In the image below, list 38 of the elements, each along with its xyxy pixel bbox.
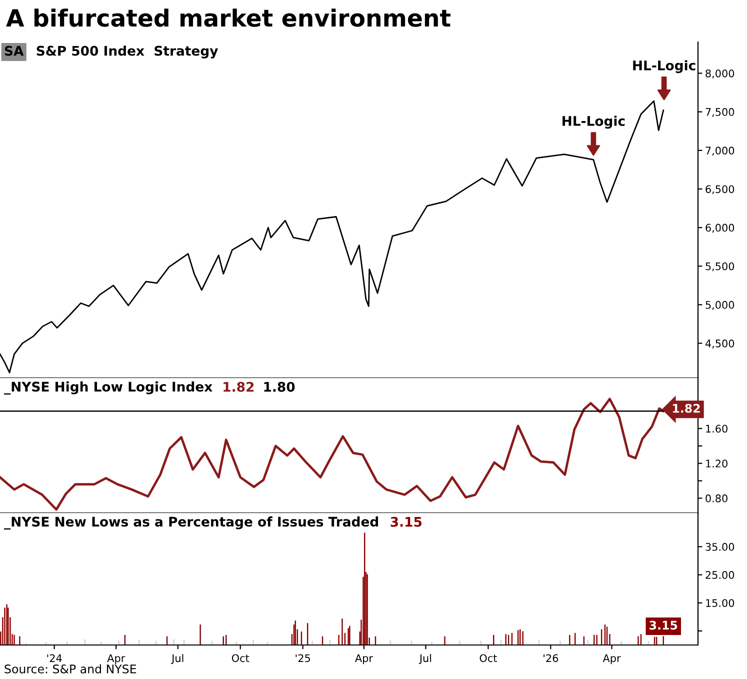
y-tick-label: 15.00 [706, 599, 734, 607]
x-tick-label: Oct [480, 654, 497, 662]
x-tick-label: Oct [232, 654, 250, 662]
y-tick-label: 35.00 [706, 542, 734, 551]
x-tick-label: Apr [107, 654, 126, 664]
text: 1.82 [224, 382, 254, 392]
y-tick-label: 5,000 [706, 300, 734, 310]
y-tick-label: 1.60 [706, 424, 728, 433]
x-tick-label: Apr [355, 654, 373, 664]
source-note: Source: S&P and NYSE [4, 664, 136, 674]
y-tick-label: 1.20 [706, 460, 728, 468]
x-tick-label: '25 [296, 654, 310, 662]
annotation: HL-Logic [633, 60, 696, 74]
y-tick-label: 7,000 [706, 146, 734, 156]
y-tick-label: 25.00 [706, 571, 734, 579]
ref-line-label: 1.80 [264, 382, 295, 392]
chart-title: A bifurcated market environment [6, 8, 450, 27]
annotation: HL-Logic [562, 116, 625, 129]
annotation: SA [4, 46, 24, 56]
chart-title: _NYSE New Lows as a Percentage of Issues Traded [4, 516, 378, 530]
y-tick-label: 5,500 [706, 262, 734, 272]
x-tick-label: Jul [171, 654, 184, 664]
y-tick-label: 6,500 [706, 185, 734, 194]
x-tick-label: Jul [418, 654, 432, 664]
chart-title: _NYSE High Low Logic Index [4, 381, 212, 395]
x-tick-label: Apr [602, 654, 621, 664]
line-series [0, 100, 664, 374]
x-tick-label: '26 [544, 654, 558, 662]
x-tick-label: '24 [47, 654, 62, 662]
y-tick-label: 0.80 [706, 494, 728, 502]
chart-subtitle: S&P 500 Index Strategy [36, 46, 218, 58]
y-tick-label: 8,000 [706, 69, 734, 78]
y-tick-label: 4,500 [705, 340, 734, 348]
y-tick-label: 6,000 [706, 224, 734, 233]
data-label: 1.82 [673, 404, 700, 413]
text: 3.15 [390, 516, 422, 527]
y-tick-label: 7,500 [706, 108, 734, 117]
data-label: 3.15 [650, 620, 678, 630]
